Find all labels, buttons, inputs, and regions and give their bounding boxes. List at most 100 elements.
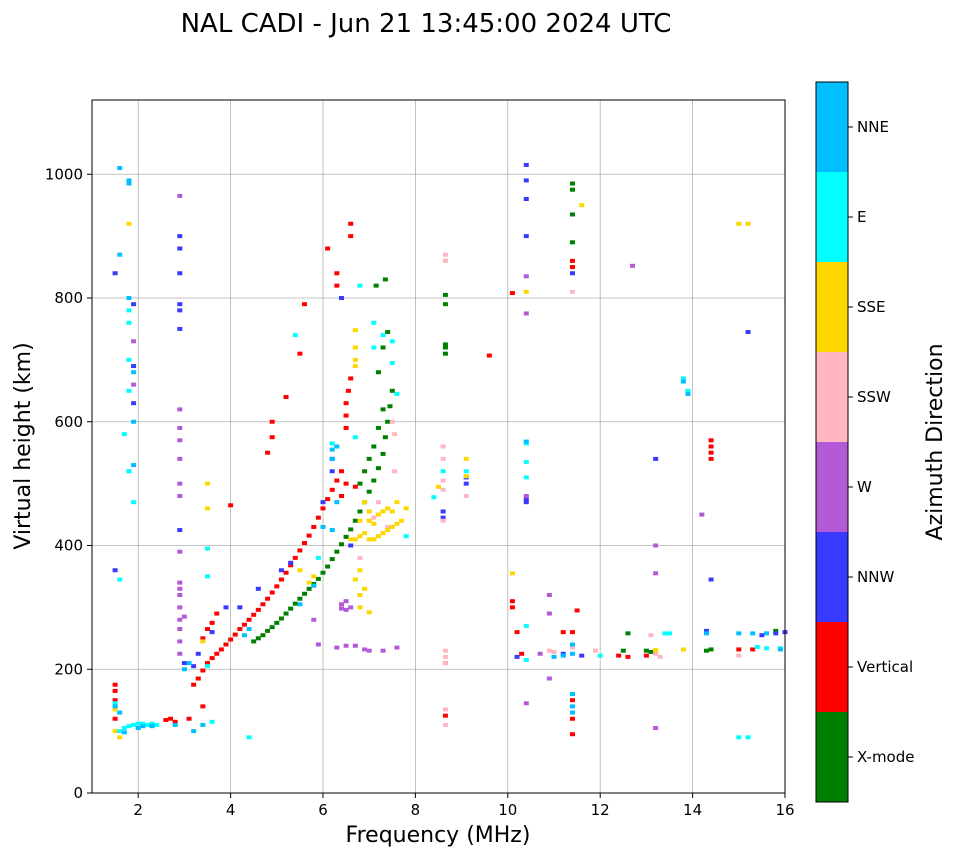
data-point	[375, 466, 381, 471]
data-point	[177, 302, 183, 307]
colorbar-segment	[816, 712, 848, 802]
data-point	[126, 181, 132, 186]
data-point	[357, 534, 363, 539]
data-point	[135, 726, 141, 731]
data-point	[325, 246, 331, 251]
data-point	[186, 661, 192, 666]
colorbar-segment	[816, 352, 848, 442]
data-point	[246, 627, 252, 632]
data-point	[209, 656, 215, 661]
data-point	[338, 606, 344, 611]
x-tick-label: 12	[591, 801, 610, 819]
data-point	[442, 258, 448, 263]
data-point	[177, 193, 183, 198]
data-point	[352, 357, 358, 362]
data-point	[306, 533, 312, 538]
data-point	[348, 537, 354, 542]
data-point	[181, 661, 187, 666]
data-point	[680, 376, 686, 381]
data-point	[569, 732, 575, 737]
data-point	[442, 345, 448, 350]
data-point	[371, 537, 377, 542]
data-point	[440, 456, 446, 461]
data-point	[177, 617, 183, 622]
data-point	[181, 667, 187, 672]
data-point	[352, 643, 358, 648]
data-point	[117, 729, 123, 734]
data-points	[112, 162, 788, 740]
data-point	[205, 661, 210, 666]
data-point	[750, 647, 756, 652]
data-point	[177, 549, 183, 554]
data-point	[750, 631, 756, 636]
data-point	[195, 651, 201, 656]
data-point	[177, 246, 183, 251]
data-point	[362, 469, 368, 474]
data-point	[375, 534, 381, 539]
data-point	[745, 221, 751, 226]
data-point	[112, 729, 118, 734]
data-point	[352, 484, 358, 489]
data-point	[209, 630, 215, 635]
data-point	[191, 729, 197, 734]
data-point	[232, 632, 238, 637]
data-point	[708, 450, 714, 455]
data-point	[523, 459, 529, 464]
data-point	[569, 710, 575, 715]
data-point	[745, 330, 751, 335]
data-point	[320, 570, 326, 575]
data-point	[357, 605, 363, 610]
x-tick-label: 8	[411, 801, 421, 819]
data-point	[246, 617, 252, 622]
data-point	[237, 627, 243, 632]
data-point	[338, 469, 344, 474]
data-point	[463, 481, 469, 486]
data-point	[251, 612, 257, 617]
data-point	[357, 593, 363, 597]
data-point	[523, 623, 529, 628]
data-point	[278, 616, 284, 621]
data-point	[177, 308, 183, 313]
data-point	[177, 425, 183, 430]
data-point	[385, 528, 391, 533]
data-point	[320, 500, 326, 505]
data-point	[593, 648, 599, 653]
series-vertical	[112, 221, 756, 737]
data-point	[560, 630, 566, 635]
data-point	[112, 704, 118, 709]
data-point	[311, 524, 317, 529]
data-point	[329, 528, 335, 533]
data-point	[343, 643, 349, 648]
data-point	[334, 500, 340, 505]
data-point	[117, 735, 123, 740]
data-point	[380, 648, 386, 653]
data-point	[371, 320, 377, 325]
data-point	[366, 489, 372, 494]
colorbar-segment	[816, 82, 848, 172]
data-point	[523, 497, 529, 502]
data-point	[302, 591, 308, 596]
data-point	[260, 602, 266, 607]
data-point	[274, 620, 280, 625]
data-point	[195, 676, 201, 681]
data-point	[315, 515, 321, 520]
data-point	[255, 586, 261, 591]
data-point	[442, 654, 448, 659]
data-point	[574, 608, 580, 613]
data-point	[126, 308, 132, 313]
data-point	[380, 451, 386, 456]
data-point	[569, 212, 575, 217]
chart-title: NAL CADI - Jun 21 13:45:00 2024 UTC	[181, 9, 672, 39]
data-point	[380, 509, 386, 514]
data-point	[537, 651, 543, 656]
data-point	[112, 271, 118, 276]
data-point	[131, 339, 137, 344]
data-point	[186, 716, 192, 721]
data-point	[237, 605, 243, 610]
y-axis-label: Virtual height (km)	[11, 342, 36, 549]
data-point	[172, 722, 178, 727]
data-point	[385, 419, 391, 424]
data-point	[440, 509, 446, 514]
x-axis-ticks: 2 4 6 8 10 12 14 16	[133, 793, 795, 819]
data-point	[375, 425, 381, 430]
